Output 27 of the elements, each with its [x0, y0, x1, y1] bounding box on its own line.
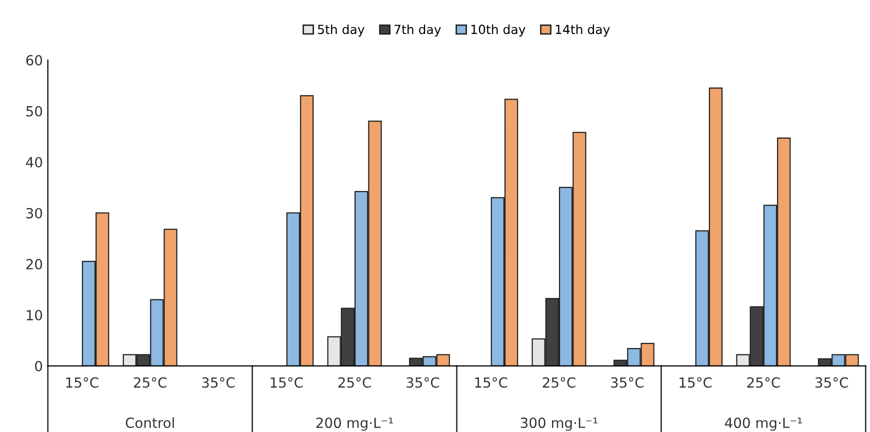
- y-tick-label: 20: [26, 258, 42, 270]
- legend-label: 14th day: [556, 24, 610, 37]
- text: 400 mg·L⁻¹: [724, 418, 802, 431]
- x-tick-label: 15°C: [475, 377, 508, 388]
- y-tick-label: 60: [26, 55, 42, 66]
- text: Control: [126, 417, 174, 428]
- x-tick-label: 35°C: [815, 377, 848, 388]
- x-tick-label: 15°C: [66, 377, 98, 388]
- legend-label: 10th day: [471, 24, 526, 37]
- x-tick-label: 25°C: [134, 377, 166, 388]
- x-tick-label: 15°C: [270, 377, 303, 388]
- x-tick-label: 35°C: [202, 377, 235, 388]
- y-tick-label: 50: [26, 106, 42, 116]
- text: 200 mg·L⁻¹: [316, 418, 393, 431]
- y-tick-label: 0: [35, 360, 42, 372]
- x-tick-label: 15°C: [680, 377, 712, 388]
- x-tick-label: 25°C: [747, 377, 780, 388]
- x-tick-label: 25°C: [542, 377, 576, 388]
- x-tick-label: 35°C: [611, 377, 644, 388]
- x-tick-label: 35°C: [406, 377, 440, 388]
- legend-label: 7th day: [394, 24, 441, 37]
- legend-label: 5th day: [318, 24, 364, 37]
- x-tick-label: 25°C: [338, 377, 371, 388]
- y-tick-label: 40: [26, 156, 42, 168]
- y-tick-label: 30: [26, 208, 42, 218]
- y-tick-label: 10: [26, 310, 42, 320]
- text: 300 mg·L⁻¹: [520, 418, 598, 431]
